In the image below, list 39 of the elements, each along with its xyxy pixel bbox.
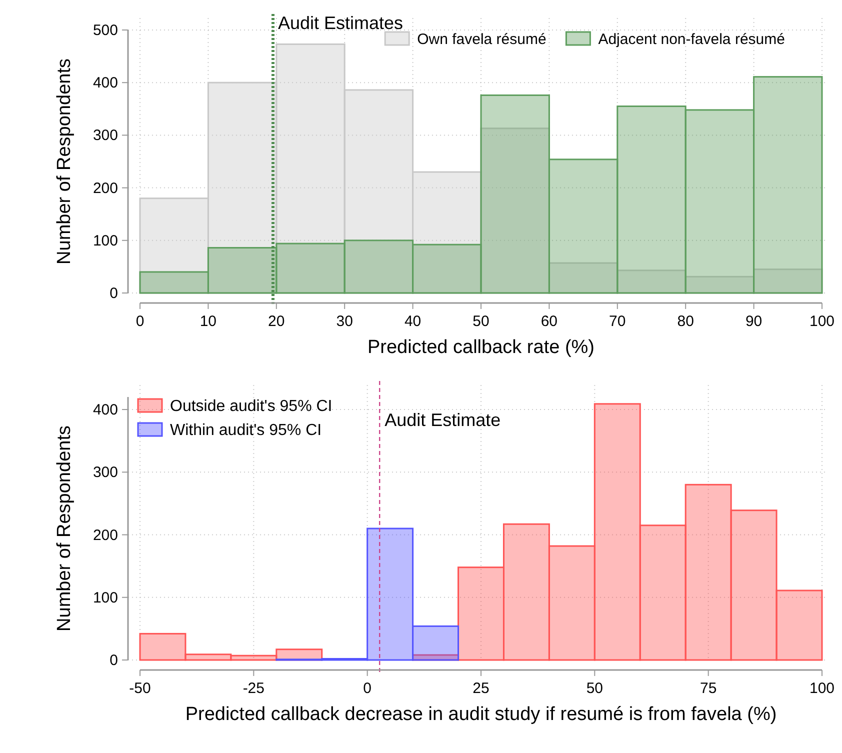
y-tick-label: 200 <box>92 180 118 197</box>
x-tick-label: 100 <box>809 680 835 697</box>
y-tick-label: 300 <box>92 127 118 144</box>
x-tick-label: 80 <box>677 313 694 330</box>
y-tick-label: 0 <box>110 285 118 302</box>
x-tick-label: 0 <box>363 680 372 697</box>
y-tick-label: 200 <box>92 526 118 544</box>
ref-line-label: Audit Estimates <box>278 13 404 33</box>
x-tick-label: 90 <box>745 313 762 330</box>
y-axis-title: Number of Respondents <box>54 426 75 632</box>
legend-label: Adjacent non-favela résumé <box>598 31 785 48</box>
x-tick-label: -25 <box>242 680 265 697</box>
x-tick-label: 0 <box>136 313 144 330</box>
x-axis-title: Predicted callback decrease in audit study if resumé is from favela (%) <box>185 704 777 725</box>
x-tick-label: 50 <box>586 680 604 697</box>
x-tick-label: 50 <box>472 313 490 330</box>
y-tick-label: 400 <box>92 74 118 92</box>
x-tick-label: 75 <box>700 680 717 697</box>
x-tick-label: 25 <box>472 680 490 697</box>
x-tick-label: 10 <box>200 313 217 330</box>
y-tick-label: 100 <box>92 589 118 606</box>
x-tick-label: 20 <box>268 313 285 330</box>
y-axis-title: Number of Respondents <box>54 58 75 264</box>
legend-label: Own favela résumé <box>417 31 546 48</box>
x-tick-label: 60 <box>540 313 558 330</box>
x-axis-title: Predicted callback rate (%) <box>367 337 595 358</box>
y-tick-label: 300 <box>92 464 118 482</box>
x-tick-label: 40 <box>404 313 422 330</box>
y-tick-label: 100 <box>92 232 118 250</box>
y-tick-label: 500 <box>92 22 118 39</box>
x-tick-label: 100 <box>809 313 835 330</box>
y-tick-label: 400 <box>92 402 118 419</box>
legend-label: Within audit's 95% CI <box>170 422 322 439</box>
x-tick-label: 30 <box>336 313 353 330</box>
ref-line-label: Audit Estimate <box>384 410 501 430</box>
y-tick-label: 0 <box>110 652 118 669</box>
legend-label: Outside audit's 95% CI <box>170 398 332 415</box>
x-tick-label: -50 <box>129 680 151 697</box>
x-tick-label: 70 <box>609 313 626 330</box>
